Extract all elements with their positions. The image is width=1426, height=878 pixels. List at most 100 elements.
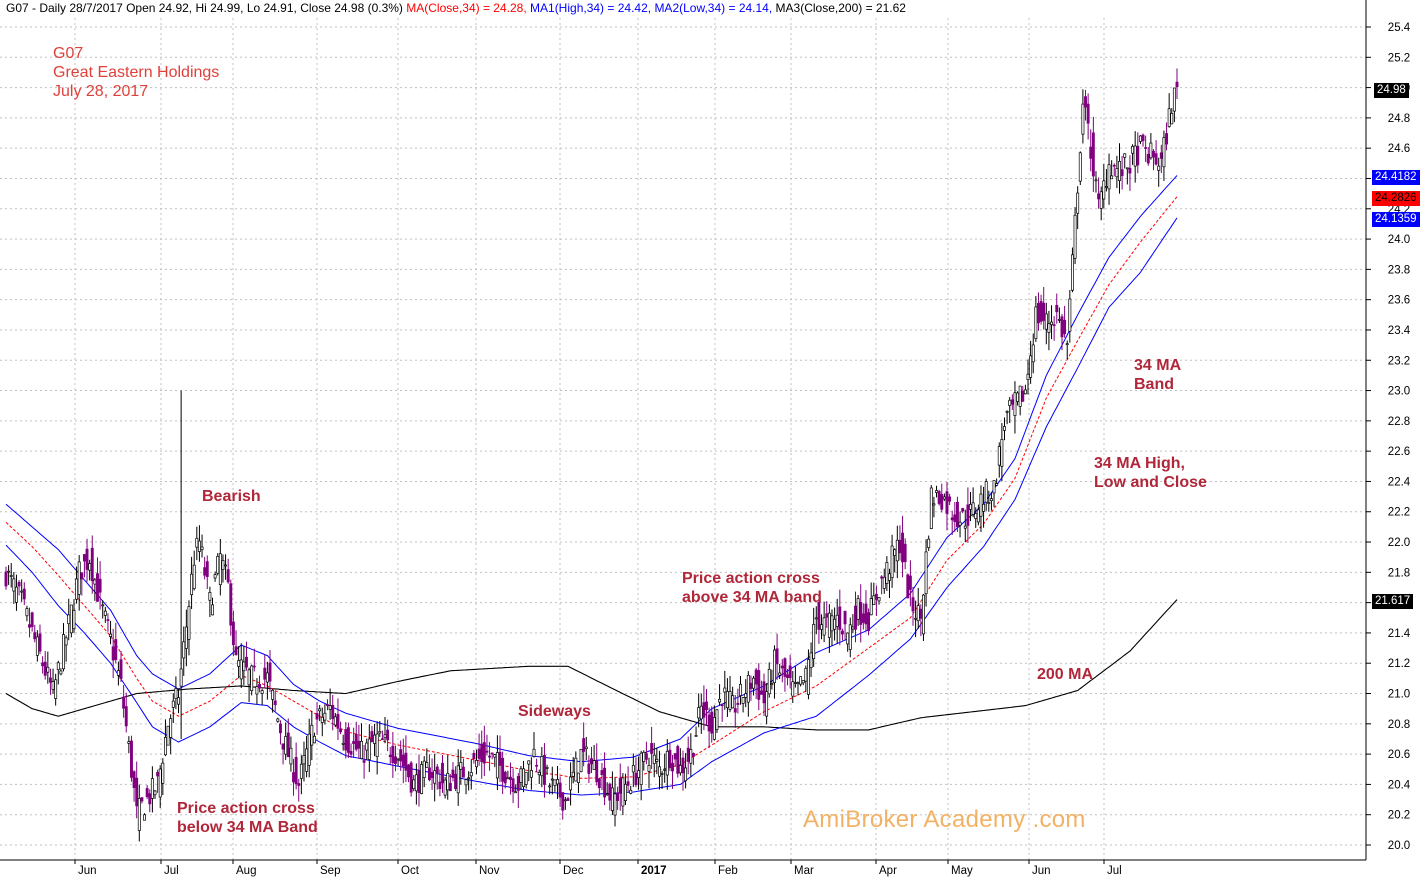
candle-body bbox=[1141, 134, 1145, 141]
candle-body bbox=[242, 661, 246, 672]
candle-body bbox=[1128, 167, 1132, 174]
candle-body bbox=[514, 791, 518, 794]
candle-body bbox=[658, 766, 661, 777]
candle-body bbox=[292, 772, 295, 783]
candle-body bbox=[414, 774, 418, 792]
candle-body bbox=[804, 667, 808, 682]
ma-low-line bbox=[5, 217, 1178, 796]
candle-body bbox=[1146, 153, 1150, 164]
candle-body bbox=[584, 746, 588, 750]
candle-body bbox=[169, 718, 173, 738]
candle-body bbox=[461, 766, 465, 778]
candle-body bbox=[197, 540, 201, 552]
candle-body bbox=[914, 617, 918, 620]
candle-body bbox=[553, 779, 557, 787]
candle-body bbox=[961, 508, 965, 512]
candle-body bbox=[375, 733, 379, 757]
candle-body bbox=[255, 686, 259, 695]
candle-body bbox=[122, 696, 126, 709]
candle-body bbox=[608, 783, 612, 801]
candle-body bbox=[200, 546, 204, 551]
candle-body bbox=[276, 718, 280, 722]
candle-body bbox=[448, 782, 452, 792]
candle-body bbox=[893, 549, 897, 556]
candle-body bbox=[976, 509, 980, 523]
x-tick-label: Mar bbox=[794, 865, 814, 877]
candle-body bbox=[226, 569, 230, 583]
candle-body bbox=[454, 773, 458, 789]
y-tick-label: 20.6 bbox=[1388, 749, 1410, 761]
candle-body bbox=[1159, 152, 1163, 159]
candle-body bbox=[775, 648, 779, 665]
candle-body bbox=[294, 756, 298, 785]
candle-body bbox=[1162, 137, 1166, 168]
candle-body bbox=[532, 748, 536, 757]
candle-body bbox=[4, 571, 8, 587]
candle-body bbox=[245, 656, 248, 668]
candle-body bbox=[218, 553, 222, 586]
candle-body bbox=[911, 597, 915, 612]
candle-body bbox=[699, 705, 703, 720]
candle-body bbox=[339, 728, 343, 733]
candle-body bbox=[247, 669, 251, 686]
annotation-34ma-hlc: 34 MA High, Low and Close bbox=[1094, 455, 1207, 491]
candle-body bbox=[898, 539, 902, 554]
candle-body bbox=[1138, 135, 1142, 142]
candle-body bbox=[80, 572, 84, 580]
candle-body bbox=[929, 487, 933, 530]
candle-body bbox=[1039, 301, 1043, 322]
candle-body bbox=[556, 779, 559, 785]
candle-body bbox=[302, 755, 306, 765]
candle-body bbox=[43, 661, 47, 676]
candle-body bbox=[64, 637, 68, 646]
y-tick-label: 24.8 bbox=[1388, 113, 1410, 125]
candle-body bbox=[937, 491, 941, 504]
candle-body bbox=[610, 787, 614, 811]
badge-ma-close: 24.2826 bbox=[1372, 191, 1420, 206]
candle-body bbox=[1123, 153, 1127, 158]
candle-body bbox=[485, 750, 489, 753]
candle-body bbox=[420, 764, 424, 794]
candle-body bbox=[315, 713, 319, 720]
candle-body bbox=[1112, 164, 1116, 167]
candle-body bbox=[940, 494, 944, 510]
candle-body bbox=[286, 732, 290, 758]
candle-body bbox=[736, 702, 740, 705]
y-tick-label: 22.0 bbox=[1388, 537, 1410, 549]
candle-body bbox=[297, 783, 301, 786]
candle-body bbox=[480, 743, 484, 763]
candle-body bbox=[1016, 392, 1020, 402]
candle-body bbox=[600, 770, 604, 775]
chart-header: G07 - Daily 28/7/2017 Open 24.92, Hi 24.… bbox=[6, 1, 906, 15]
candle-body bbox=[150, 778, 154, 799]
candle-body bbox=[524, 771, 528, 785]
candle-body bbox=[822, 617, 826, 636]
candle-body bbox=[148, 793, 152, 805]
candle-body bbox=[127, 741, 131, 744]
candle-body bbox=[399, 749, 403, 762]
candle-body bbox=[950, 517, 954, 521]
candle-body bbox=[143, 814, 146, 821]
candle-body bbox=[161, 762, 165, 784]
candle-body bbox=[310, 724, 314, 746]
candle-body bbox=[25, 608, 29, 617]
badge-ma-low: 24.1359 bbox=[1372, 212, 1420, 227]
candle-body bbox=[801, 680, 805, 684]
candle-body bbox=[1091, 132, 1095, 177]
candle-body bbox=[1034, 306, 1038, 340]
candle-body bbox=[830, 615, 834, 632]
candle-body bbox=[987, 502, 991, 504]
candle-body bbox=[671, 762, 674, 772]
candle-body bbox=[208, 591, 212, 601]
candle-body bbox=[723, 687, 727, 693]
candle-body bbox=[239, 659, 243, 680]
header-ma3: MA3(Close,200) = 21.62 bbox=[775, 1, 906, 15]
candle-body bbox=[995, 483, 999, 486]
candle-body bbox=[360, 741, 363, 759]
candle-body bbox=[425, 762, 429, 768]
candle-body bbox=[109, 633, 113, 637]
candle-body bbox=[522, 768, 525, 787]
candle-body bbox=[861, 613, 865, 623]
candle-body bbox=[77, 561, 81, 595]
candle-body bbox=[718, 698, 722, 703]
